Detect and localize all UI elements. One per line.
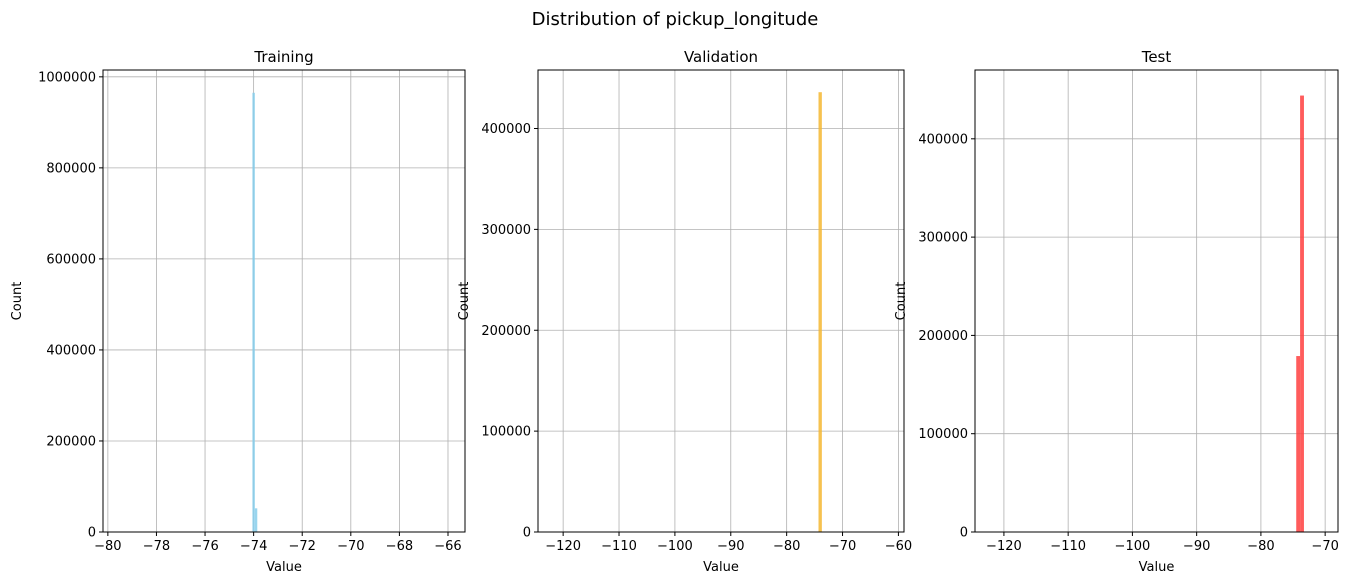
- training-histogram-bar: [252, 92, 255, 533]
- test-axes-frame: [974, 69, 1339, 533]
- validation-x-tick-label: −90: [717, 539, 744, 554]
- validation-x-tick-label: −80: [773, 539, 800, 554]
- test-subplot: −120 −110 −100 −90 −80 −70 0 100000 200000 300000…: [894, 48, 1339, 575]
- training-x-tick-label: −66: [434, 539, 461, 554]
- test-x-tick-label: −80: [1247, 539, 1274, 554]
- training-y-tick-label: 200000: [46, 434, 96, 449]
- validation-histogram-bar: [818, 92, 822, 532]
- figure-title: Distribution of pickup_longitude: [532, 9, 819, 30]
- training-x-tick-label: −70: [337, 539, 364, 554]
- test-y-tick-label: 300000: [918, 231, 968, 246]
- test-x-tick-label: −120: [986, 539, 1022, 554]
- training-x-tick-label: −78: [143, 539, 170, 554]
- test-y-tick-label: 100000: [918, 427, 968, 442]
- validation-x-tick-label: −100: [657, 539, 693, 554]
- test-x-tick-label: −90: [1183, 539, 1210, 554]
- training-axes-frame: [102, 69, 466, 533]
- training-x-tick-label: −68: [386, 539, 413, 554]
- validation-subplot: −120 −110 −100 −90 −80 −70 −60 0 100000 200000 300…: [457, 48, 912, 575]
- training-subplot-title: Training: [253, 48, 313, 66]
- test-y-tick-label: 0: [960, 526, 968, 541]
- test-y-tick-label: 400000: [918, 132, 968, 147]
- test-x-axis-label: Value: [1139, 560, 1175, 575]
- validation-y-tick-label: 0: [523, 526, 531, 541]
- training-histogram-bar: [254, 508, 258, 532]
- training-x-tick-label: −76: [191, 539, 218, 554]
- training-x-tick-label: −74: [240, 539, 267, 554]
- test-y-tick-label: 200000: [918, 329, 968, 344]
- validation-x-tick-label: −60: [885, 539, 912, 554]
- validation-y-tick-label: 100000: [481, 425, 531, 440]
- training-x-axis-label: Value: [266, 560, 302, 575]
- test-subplot-title: Test: [1141, 48, 1172, 66]
- validation-y-tick-label: 400000: [481, 122, 531, 137]
- training-subplot: −80 −78 −76 −74 −72 −70 −68 −66 0 200000 400000 600…: [10, 48, 466, 575]
- training-y-tick-label: 800000: [46, 161, 96, 176]
- test-histogram-bar: [1296, 356, 1301, 532]
- validation-x-tick-label: −70: [829, 539, 856, 554]
- training-x-tick-label: −80: [94, 539, 121, 554]
- test-x-tick-label: −70: [1311, 539, 1338, 554]
- test-x-tick-label: −110: [1050, 539, 1086, 554]
- training-y-tick-label: 1000000: [38, 70, 96, 85]
- test-y-axis-label: Count: [894, 282, 909, 321]
- validation-x-tick-label: −110: [601, 539, 637, 554]
- training-y-axis-label: Count: [10, 282, 25, 321]
- training-y-tick-label: 600000: [46, 252, 96, 267]
- validation-subplot-title: Validation: [684, 48, 758, 66]
- training-y-tick-label: 0: [88, 526, 96, 541]
- validation-y-tick-label: 300000: [481, 223, 531, 238]
- training-y-tick-label: 400000: [46, 343, 96, 358]
- validation-axes-frame: [537, 69, 905, 533]
- test-x-tick-label: −100: [1115, 539, 1151, 554]
- subplots: −80 −78 −76 −74 −72 −70 −68 −66 0 200000 400000 600…: [10, 48, 1339, 575]
- validation-y-axis-label: Count: [457, 282, 472, 321]
- validation-x-tick-label: −120: [545, 539, 581, 554]
- training-x-tick-label: −72: [289, 539, 316, 554]
- validation-y-tick-label: 200000: [481, 324, 531, 339]
- test-histogram-bar: [1300, 95, 1304, 533]
- validation-x-axis-label: Value: [703, 560, 739, 575]
